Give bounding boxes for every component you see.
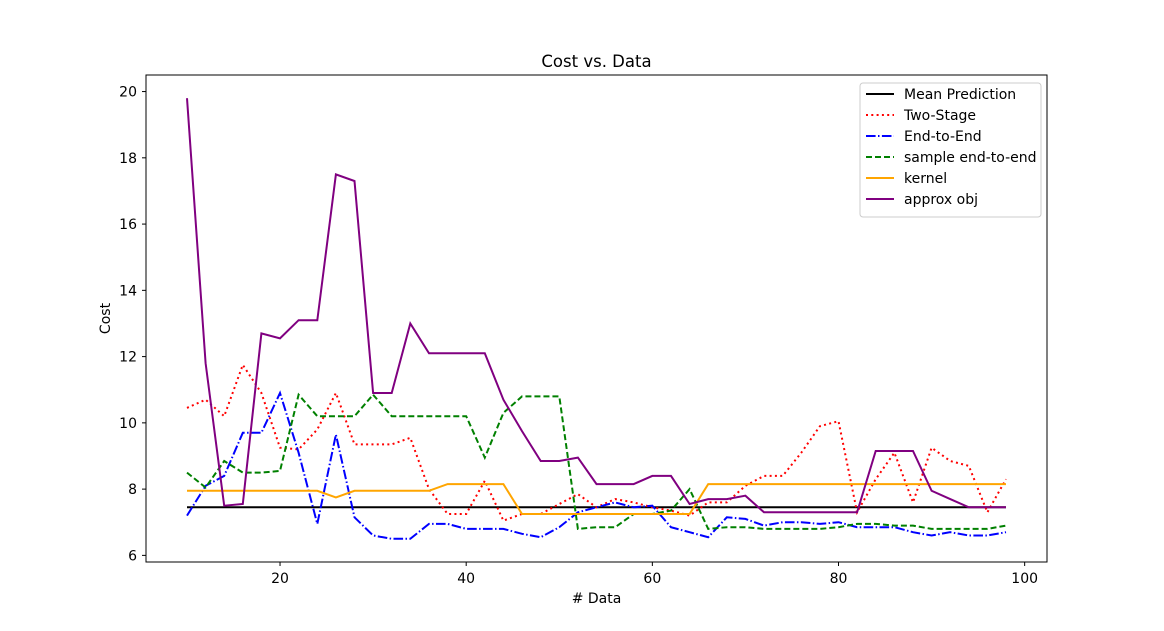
- y-tick-label: 20: [119, 85, 137, 101]
- legend-label: Mean Prediction: [904, 87, 1016, 103]
- y-tick-label: 10: [119, 416, 137, 432]
- x-tick-label: 40: [457, 571, 475, 587]
- y-tick-label: 14: [119, 283, 137, 299]
- legend-label: approx obj: [904, 192, 978, 208]
- x-tick-label: 60: [643, 571, 661, 587]
- legend: Mean Prediction Two-Stage End-to-End sample…: [859, 82, 1042, 218]
- series-line-sample-end-to-end: [186, 392, 1007, 530]
- y-tick-label: 18: [119, 151, 137, 167]
- y-tick-label: 6: [128, 548, 137, 564]
- y-axis: 6 8 10 12 14 16 18 20: [119, 85, 146, 564]
- series-line-two-stage: [186, 362, 1007, 522]
- series-line-end-to-end: [186, 390, 1007, 540]
- x-tick-label: 20: [271, 571, 289, 587]
- series-line-approx-obj: [186, 98, 1006, 514]
- plot-series-group: [186, 98, 1007, 540]
- y-tick-label: 12: [119, 350, 137, 366]
- series-line-kernel: [187, 483, 1006, 515]
- x-axis: 20 40 60 80 100: [271, 562, 1038, 587]
- legend-label: sample end-to-end: [904, 150, 1037, 166]
- y-tick-label: 16: [119, 217, 137, 233]
- legend-box: [859, 82, 1042, 218]
- x-tick-label: 80: [830, 571, 848, 587]
- legend-label: kernel: [904, 171, 947, 187]
- x-axis-label: # Data: [572, 591, 622, 607]
- chart-title: Cost vs. Data: [541, 52, 651, 71]
- legend-label: Two-Stage: [903, 108, 976, 124]
- x-tick-label: 100: [1011, 571, 1038, 587]
- y-axis-label: Cost: [98, 302, 114, 334]
- y-tick-label: 8: [128, 482, 137, 498]
- plot-frame: [145, 74, 1048, 563]
- legend-label: End-to-End: [904, 129, 982, 145]
